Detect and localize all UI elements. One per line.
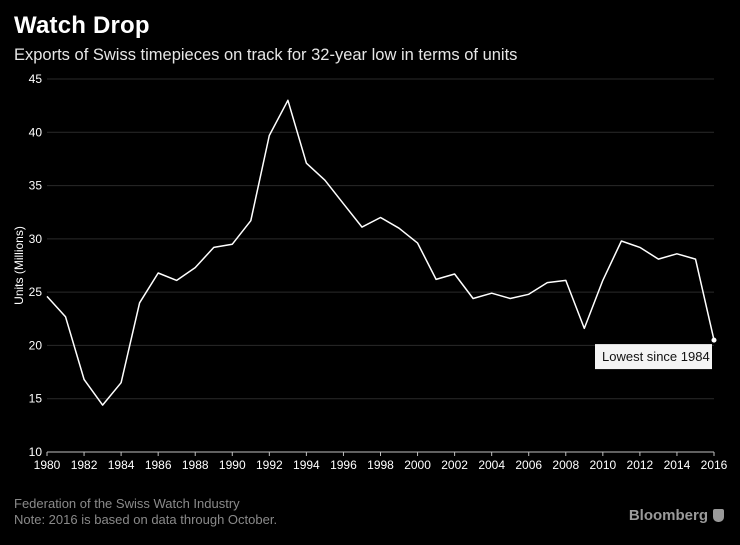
data-point bbox=[175, 279, 178, 282]
data-point bbox=[157, 271, 160, 274]
x-tick-label: 2016 bbox=[701, 458, 728, 472]
x-tick-label: 1984 bbox=[108, 458, 135, 472]
data-point bbox=[453, 273, 456, 276]
annotation-text: Lowest since 1984 bbox=[602, 349, 710, 364]
data-point bbox=[694, 258, 697, 261]
data-point bbox=[323, 179, 326, 182]
data-point bbox=[564, 279, 567, 282]
x-tick-label: 2012 bbox=[627, 458, 654, 472]
data-point bbox=[379, 216, 382, 219]
y-tick-label: 20 bbox=[29, 338, 43, 352]
data-point bbox=[675, 252, 678, 255]
note-text: Note: 2016 is based on data through Octo… bbox=[14, 512, 278, 527]
brand-mark-icon bbox=[713, 509, 724, 522]
data-point bbox=[398, 227, 401, 230]
x-tick-label: 1998 bbox=[367, 458, 394, 472]
y-tick-label: 15 bbox=[29, 392, 43, 406]
x-tick-label: 1988 bbox=[182, 458, 209, 472]
y-tick-label: 10 bbox=[29, 445, 43, 459]
y-tick-label: 25 bbox=[29, 285, 43, 299]
data-point bbox=[138, 301, 141, 304]
y-axis-label: Units (Millions) bbox=[12, 226, 26, 305]
y-tick-label: 45 bbox=[29, 72, 43, 86]
data-point bbox=[268, 134, 271, 137]
y-tick-label: 35 bbox=[29, 179, 43, 193]
data-point bbox=[305, 162, 308, 165]
data-point bbox=[83, 378, 86, 381]
data-point bbox=[490, 292, 493, 295]
data-point bbox=[416, 242, 419, 245]
footer: Federation of the Swiss Watch Industry N… bbox=[14, 496, 277, 528]
x-tick-label: 2010 bbox=[589, 458, 616, 472]
data-point bbox=[472, 297, 475, 300]
annotation-callout: Lowest since 1984 bbox=[595, 337, 717, 370]
data-point bbox=[620, 239, 623, 242]
annotation-box bbox=[595, 344, 712, 370]
series-line bbox=[46, 99, 715, 406]
data-point bbox=[527, 293, 530, 296]
gridlines bbox=[46, 78, 715, 456]
x-tick-label: 1986 bbox=[145, 458, 172, 472]
data-point bbox=[194, 266, 197, 269]
data-point bbox=[101, 404, 104, 407]
data-point bbox=[638, 246, 641, 249]
x-tick-labels: 1980 1982 1984 1986 1988 1990 1992 1994 1996 1998… bbox=[34, 458, 728, 472]
x-tick-label: 2006 bbox=[515, 458, 542, 472]
y-tick-labels: 10 15 20 25 30 35 40 45 bbox=[29, 72, 43, 459]
x-tick-label: 2002 bbox=[441, 458, 468, 472]
x-tick-label: 2004 bbox=[478, 458, 505, 472]
brand-name: Bloomberg bbox=[628, 507, 708, 524]
source-text: Federation of the Swiss Watch Industry bbox=[14, 496, 240, 511]
annotation-marker bbox=[711, 337, 717, 343]
y-tick-label: 40 bbox=[29, 125, 43, 139]
data-point bbox=[546, 281, 549, 284]
x-tick-label: 1980 bbox=[34, 458, 61, 472]
x-tick-label: 1996 bbox=[330, 458, 357, 472]
data-point bbox=[360, 226, 363, 229]
data-point bbox=[342, 202, 345, 205]
data-point bbox=[46, 295, 49, 298]
data-point bbox=[583, 327, 586, 330]
x-tick-label: 2014 bbox=[664, 458, 691, 472]
x-tick-label: 1992 bbox=[256, 458, 283, 472]
brand-logo: Bloomberg bbox=[629, 507, 724, 524]
data-point bbox=[286, 99, 289, 102]
data-point bbox=[657, 258, 660, 261]
x-tick-label: 2008 bbox=[552, 458, 579, 472]
data-point bbox=[249, 219, 252, 222]
chart-subtitle: Exports of Swiss timepieces on track for… bbox=[14, 46, 518, 64]
x-tick-label: 1990 bbox=[219, 458, 246, 472]
data-point bbox=[231, 243, 234, 246]
data-point bbox=[435, 278, 438, 281]
data-point bbox=[64, 315, 67, 318]
x-tick-label: 1994 bbox=[293, 458, 320, 472]
x-tick-label: 2000 bbox=[404, 458, 431, 472]
x-tick-label: 1982 bbox=[71, 458, 98, 472]
y-tick-label: 30 bbox=[29, 232, 43, 246]
data-point bbox=[509, 297, 512, 300]
data-point bbox=[120, 381, 123, 384]
data-point bbox=[601, 279, 604, 282]
data-point bbox=[212, 246, 215, 249]
chart-title: Watch Drop bbox=[14, 12, 150, 39]
